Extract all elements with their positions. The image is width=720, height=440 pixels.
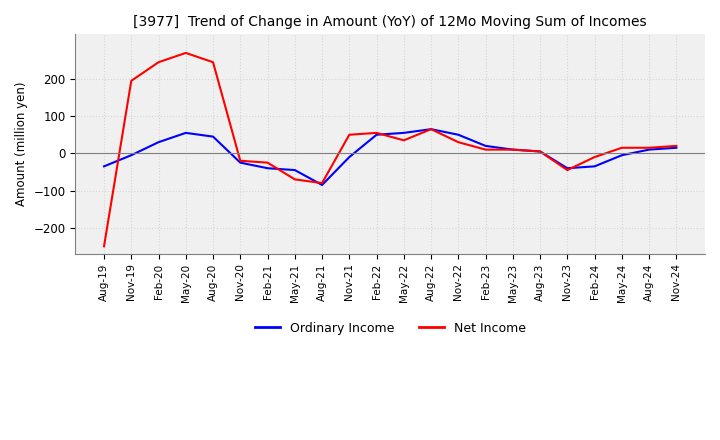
Net Income <box>563 168 572 173</box>
Legend: Ordinary Income, Net Income: Ordinary Income, Net Income <box>250 317 531 340</box>
Net Income <box>536 149 544 154</box>
Net Income <box>672 143 680 149</box>
Ordinary Income <box>99 164 108 169</box>
Ordinary Income <box>236 160 245 165</box>
Line: Ordinary Income: Ordinary Income <box>104 129 676 185</box>
Net Income <box>645 145 654 150</box>
Net Income <box>345 132 354 137</box>
Ordinary Income <box>264 165 272 171</box>
Net Income <box>372 130 381 136</box>
Ordinary Income <box>508 147 517 152</box>
Ordinary Income <box>154 139 163 145</box>
Net Income <box>590 154 599 160</box>
Ordinary Income <box>563 165 572 171</box>
Net Income <box>264 160 272 165</box>
Net Income <box>508 147 517 152</box>
Net Income <box>127 78 135 84</box>
Ordinary Income <box>181 130 190 136</box>
Net Income <box>618 145 626 150</box>
Ordinary Income <box>481 143 490 149</box>
Ordinary Income <box>454 132 463 137</box>
Ordinary Income <box>209 134 217 139</box>
Ordinary Income <box>318 182 326 187</box>
Ordinary Income <box>645 147 654 152</box>
Net Income <box>290 177 299 182</box>
Ordinary Income <box>372 132 381 137</box>
Line: Net Income: Net Income <box>104 53 676 246</box>
Net Income <box>427 127 436 132</box>
Ordinary Income <box>590 164 599 169</box>
Ordinary Income <box>345 154 354 160</box>
Ordinary Income <box>290 168 299 173</box>
Net Income <box>236 158 245 163</box>
Ordinary Income <box>427 127 436 132</box>
Net Income <box>209 59 217 65</box>
Ordinary Income <box>536 149 544 154</box>
Net Income <box>400 138 408 143</box>
Title: [3977]  Trend of Change in Amount (YoY) of 12Mo Moving Sum of Incomes: [3977] Trend of Change in Amount (YoY) o… <box>133 15 647 29</box>
Net Income <box>181 50 190 55</box>
Net Income <box>318 180 326 186</box>
Ordinary Income <box>127 153 135 158</box>
Net Income <box>454 139 463 145</box>
Net Income <box>99 244 108 249</box>
Y-axis label: Amount (million yen): Amount (million yen) <box>15 82 28 206</box>
Ordinary Income <box>400 130 408 136</box>
Ordinary Income <box>618 153 626 158</box>
Net Income <box>481 147 490 152</box>
Net Income <box>154 59 163 65</box>
Ordinary Income <box>672 145 680 150</box>
